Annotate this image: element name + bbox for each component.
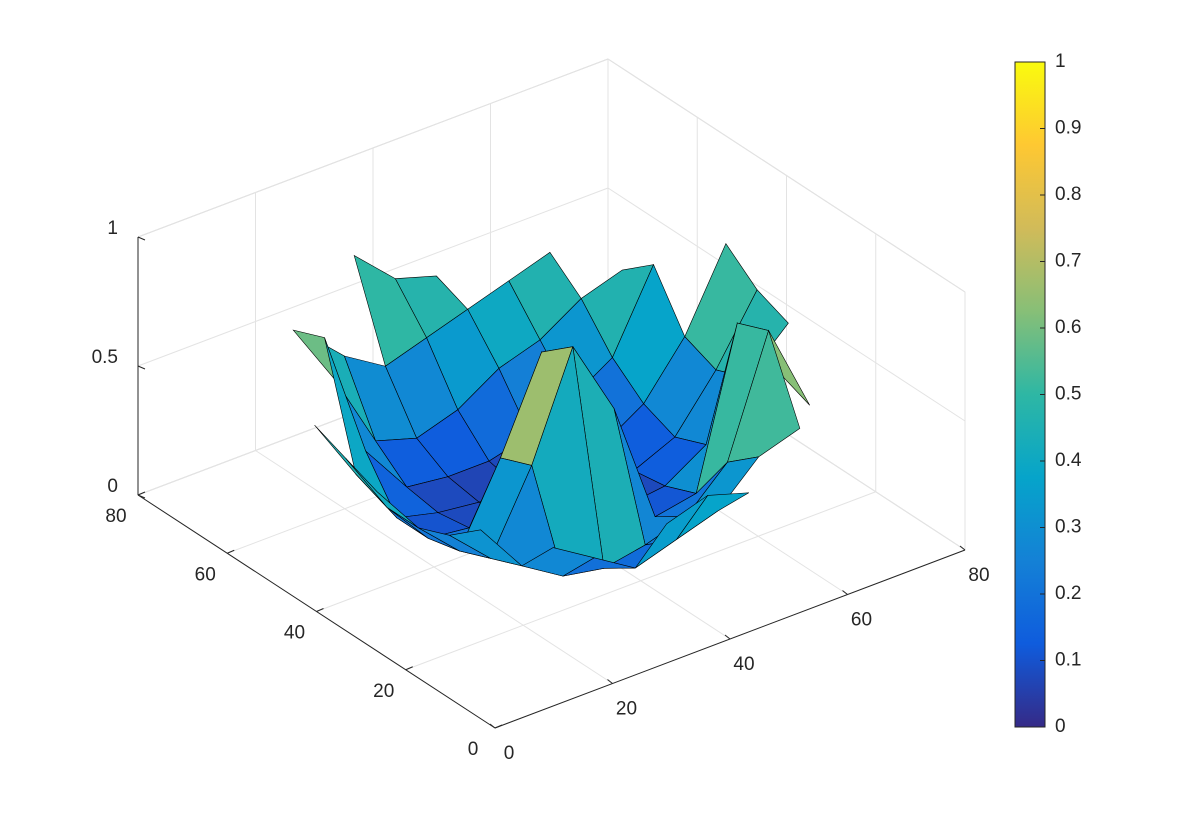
surface-patch bbox=[448, 529, 523, 567]
grid-line bbox=[137, 58, 609, 238]
z-tick bbox=[137, 494, 146, 499]
surface-patch bbox=[635, 495, 708, 569]
colorbar-tick-label: 0.5 bbox=[1055, 384, 1081, 405]
colorbar-tick-label: 0.8 bbox=[1055, 184, 1081, 205]
z-tick-label: 1 bbox=[107, 218, 118, 239]
colorbar-tick-label: 0.4 bbox=[1055, 450, 1082, 471]
z-tick bbox=[137, 365, 146, 370]
y-tick bbox=[494, 724, 503, 729]
z-tick-label: 0 bbox=[107, 476, 118, 497]
x-tick-label: 0 bbox=[504, 743, 515, 764]
surface-patch bbox=[521, 547, 595, 577]
colorbar-tick-label: 0 bbox=[1055, 716, 1066, 737]
x-tick bbox=[489, 723, 496, 729]
y-tick bbox=[405, 666, 413, 671]
colorbar-tick-label: 0.9 bbox=[1055, 118, 1081, 139]
x-tick bbox=[607, 679, 613, 684]
x-tick bbox=[724, 634, 731, 640]
x-tick bbox=[842, 590, 848, 595]
colorbar-tick-label: 0.3 bbox=[1055, 517, 1081, 538]
x-tick-label: 20 bbox=[616, 699, 637, 720]
y-tick bbox=[227, 549, 235, 554]
y-tick-label: 0 bbox=[468, 739, 479, 760]
colorbar-tick-label: 0.6 bbox=[1055, 317, 1081, 338]
x-tick bbox=[959, 545, 966, 551]
colorbar-tick-label: 0.2 bbox=[1055, 583, 1081, 604]
y-tick-label: 80 bbox=[105, 506, 126, 527]
x-tick-label: 80 bbox=[968, 565, 989, 586]
grid-line bbox=[607, 187, 966, 422]
colorbar-tick-label: 1 bbox=[1055, 51, 1066, 72]
grid-line bbox=[607, 58, 966, 293]
y-tick bbox=[137, 491, 146, 496]
z-tick-label: 0.5 bbox=[92, 347, 118, 368]
y-tick-label: 20 bbox=[373, 681, 394, 702]
colorbar-tick-label: 0.7 bbox=[1055, 251, 1081, 272]
x-tick-label: 40 bbox=[733, 654, 754, 675]
y-tick-label: 60 bbox=[195, 564, 216, 585]
y-tick bbox=[316, 608, 324, 612]
surface-patch bbox=[345, 458, 419, 529]
colorbar-tick-label: 0.1 bbox=[1055, 650, 1081, 671]
y-tick-label: 40 bbox=[284, 623, 305, 644]
grid-line bbox=[405, 491, 876, 671]
z-tick bbox=[137, 236, 146, 241]
x-tick-label: 60 bbox=[851, 610, 872, 631]
